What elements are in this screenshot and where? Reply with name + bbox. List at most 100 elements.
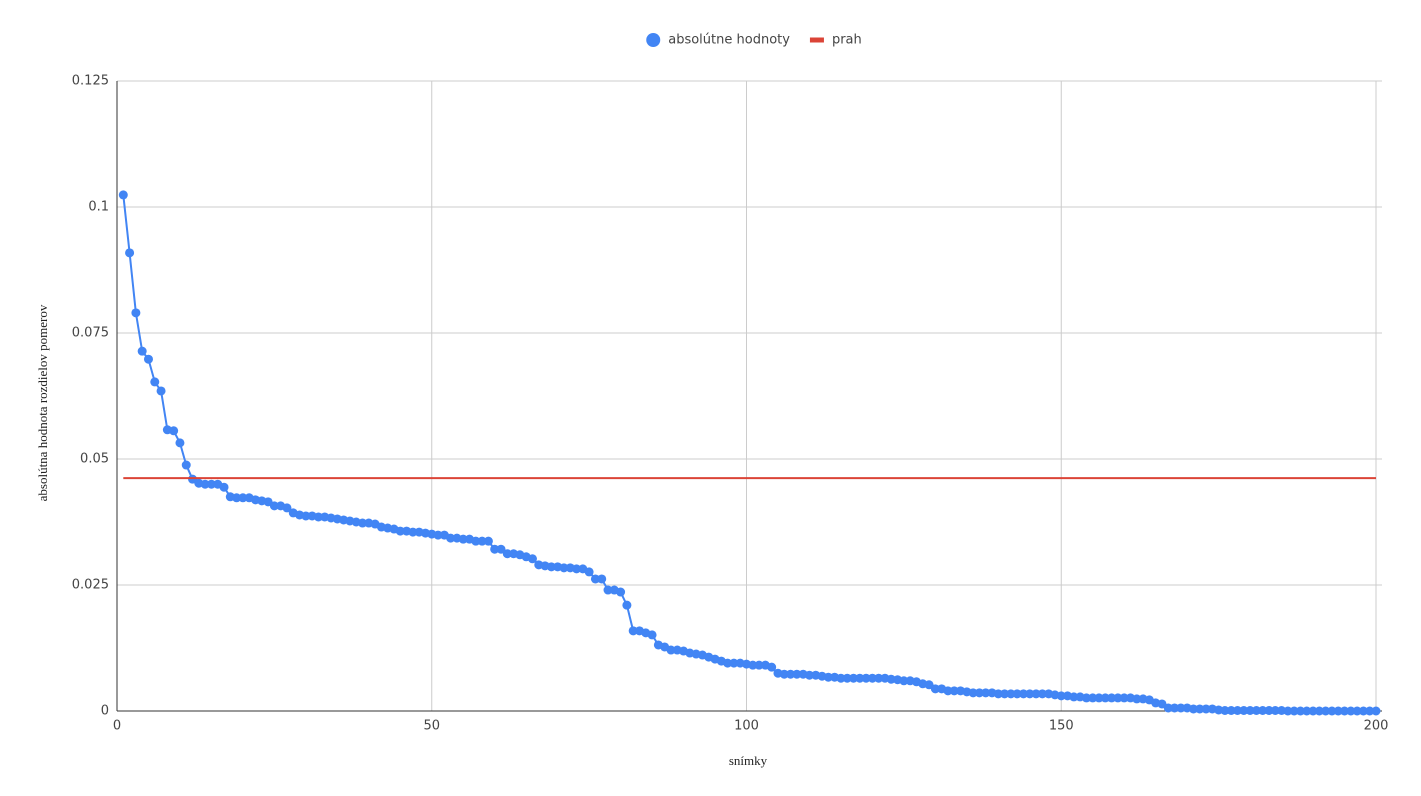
- data-point: [1251, 705, 1261, 715]
- data-point: [1081, 693, 1091, 703]
- data-point: [181, 460, 191, 470]
- data-point: [1358, 706, 1368, 716]
- data-point: [1346, 706, 1356, 716]
- data-point: [1100, 693, 1110, 703]
- data-point: [301, 511, 311, 521]
- data-point: [899, 676, 909, 686]
- data-point: [1302, 706, 1312, 716]
- data-point: [1352, 706, 1362, 716]
- y-tick-label: 0.075: [72, 326, 109, 341]
- data-point: [949, 686, 959, 696]
- data-point: [1119, 693, 1129, 703]
- data-point: [1371, 706, 1381, 716]
- data-point: [527, 554, 537, 564]
- data-point: [836, 673, 846, 683]
- data-point: [792, 669, 802, 679]
- data-point: [125, 248, 135, 258]
- data-point: [1327, 706, 1337, 716]
- data-point: [471, 536, 481, 546]
- data-point: [1163, 703, 1173, 713]
- plot: [118, 190, 1381, 716]
- data-point: [1270, 705, 1280, 715]
- y-axis-label: absolútna hodnota rozdielov pomerov: [35, 304, 50, 501]
- data-point: [1000, 689, 1010, 699]
- data-point: [1025, 689, 1035, 699]
- data-point: [1037, 689, 1047, 699]
- data-point: [666, 645, 676, 655]
- data-point: [584, 567, 594, 577]
- x-tick-label: 100: [734, 719, 759, 734]
- data-point: [1283, 706, 1293, 716]
- data-point: [974, 688, 984, 698]
- data-point: [968, 688, 978, 698]
- data-point: [458, 534, 468, 544]
- legend-label: prah: [832, 33, 862, 48]
- data-point: [628, 626, 638, 636]
- data-point: [1245, 705, 1255, 715]
- data-point: [603, 585, 613, 595]
- data-point: [804, 670, 814, 680]
- y-tick-label: 0.1: [88, 200, 109, 215]
- data-point: [729, 658, 739, 668]
- data-point: [169, 426, 179, 436]
- data-point: [1258, 705, 1268, 715]
- data-point: [981, 688, 991, 698]
- data-point: [1107, 693, 1117, 703]
- data-point: [313, 512, 323, 522]
- data-point: [477, 536, 487, 546]
- data-point: [395, 526, 405, 536]
- data-point: [219, 482, 229, 492]
- data-point: [767, 662, 777, 672]
- y-tick-label: 0.025: [72, 578, 109, 593]
- x-tick-label: 200: [1364, 719, 1389, 734]
- data-point: [1088, 693, 1098, 703]
- data-point: [748, 660, 758, 670]
- data-point: [855, 673, 865, 683]
- data-point: [150, 377, 160, 387]
- data-point: [1289, 706, 1299, 716]
- data-point: [823, 672, 833, 682]
- x-tick-label: 0: [113, 719, 121, 734]
- data-point: [874, 673, 884, 683]
- data-point: [238, 493, 248, 503]
- data-point: [282, 503, 292, 513]
- data-point: [200, 479, 210, 489]
- x-tick-label: 50: [423, 719, 440, 734]
- data-point: [1226, 705, 1236, 715]
- data-point: [1233, 705, 1243, 715]
- data-point: [849, 673, 859, 683]
- data-point: [1006, 689, 1016, 699]
- data-point: [622, 600, 632, 610]
- data-point: [1031, 689, 1041, 699]
- data-point: [647, 630, 657, 640]
- data-point: [1239, 705, 1249, 715]
- legend-marker: [646, 33, 661, 47]
- data-point: [754, 660, 764, 670]
- data-point: [867, 673, 877, 683]
- data-point: [1201, 704, 1211, 714]
- y-tick-label: 0.05: [80, 452, 109, 467]
- y-tick-label: 0: [101, 704, 109, 719]
- data-point: [1365, 706, 1375, 716]
- data-point: [723, 658, 733, 668]
- data-point: [1069, 692, 1079, 702]
- data-point: [1314, 706, 1324, 716]
- data-point: [842, 673, 852, 683]
- data-point: [408, 527, 418, 537]
- data-point: [1012, 689, 1022, 699]
- data-point: [546, 562, 556, 572]
- data-point: [1113, 693, 1123, 703]
- data-point: [137, 346, 147, 356]
- legend-label: absolútne hodnoty: [668, 33, 790, 48]
- legend: absolútne hodnoty prah: [646, 33, 862, 48]
- data-point: [358, 518, 368, 528]
- x-tick-label: 150: [1049, 719, 1074, 734]
- data-point: [786, 669, 796, 679]
- data-point: [943, 686, 953, 696]
- data-point: [206, 479, 216, 489]
- data-point: [1056, 691, 1066, 701]
- data-point: [483, 536, 493, 546]
- data-point: [597, 574, 607, 584]
